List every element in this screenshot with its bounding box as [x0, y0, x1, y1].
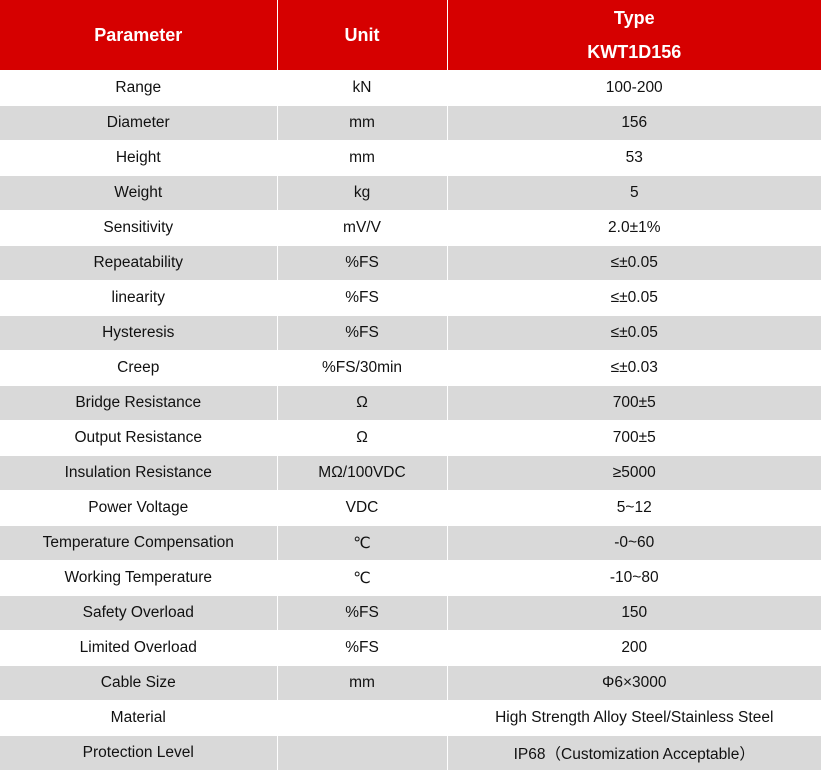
unit-cell: mV/V — [277, 211, 447, 246]
value-cell: ≥5000 — [447, 456, 821, 491]
table-row: Material High Strength Alloy Steel/Stainl… — [0, 701, 821, 736]
value-cell: ≤±0.03 — [447, 351, 821, 386]
value-cell: 200 — [447, 631, 821, 666]
header-row: Parameter Unit Type KWT1D156 — [0, 0, 821, 71]
parameter-cell: Safety Overload — [0, 596, 277, 631]
value-cell: 156 — [447, 106, 821, 141]
unit-cell: VDC — [277, 491, 447, 526]
header-parameter: Parameter — [0, 0, 277, 71]
parameter-cell: Material — [0, 701, 277, 736]
unit-cell: %FS/30min — [277, 351, 447, 386]
unit-cell: %FS — [277, 596, 447, 631]
value-cell: ≤±0.05 — [447, 281, 821, 316]
value-cell: -10~80 — [447, 561, 821, 596]
value-cell: 700±5 — [447, 421, 821, 456]
value-cell: 100-200 — [447, 71, 821, 106]
parameter-cell: Power Voltage — [0, 491, 277, 526]
unit-cell — [277, 701, 447, 736]
value-cell: ≤±0.05 — [447, 246, 821, 281]
parameter-cell: Repeatability — [0, 246, 277, 281]
unit-cell: ℃ — [277, 561, 447, 596]
parameter-cell: Limited Overload — [0, 631, 277, 666]
unit-cell: %FS — [277, 631, 447, 666]
value-cell: 150 — [447, 596, 821, 631]
unit-cell: Ω — [277, 421, 447, 456]
parameter-cell: Cable Size — [0, 666, 277, 701]
header-type: Type KWT1D156 — [447, 0, 821, 71]
unit-cell: Ω — [277, 386, 447, 421]
parameter-cell: Output Resistance — [0, 421, 277, 456]
parameter-cell: Hysteresis — [0, 316, 277, 351]
value-cell: 2.0±1% — [447, 211, 821, 246]
value-cell: High Strength Alloy Steel/Stainless Stee… — [447, 701, 821, 736]
parameter-cell: Insulation Resistance — [0, 456, 277, 491]
parameter-cell: Range — [0, 71, 277, 106]
parameter-cell: Protection Level — [0, 736, 277, 770]
unit-cell: %FS — [277, 246, 447, 281]
value-cell: 5 — [447, 176, 821, 211]
value-cell: IP68（Customization Acceptable） — [447, 736, 821, 770]
unit-cell: mm — [277, 106, 447, 141]
unit-cell — [277, 736, 447, 770]
header-type-label: Type — [448, 1, 821, 35]
value-cell: 700±5 — [447, 386, 821, 421]
table-row: Repeatability%FS≤±0.05 — [0, 246, 821, 281]
unit-cell: kg — [277, 176, 447, 211]
parameter-cell: Weight — [0, 176, 277, 211]
value-cell: Φ6×3000 — [447, 666, 821, 701]
unit-cell: mm — [277, 141, 447, 176]
parameter-cell: Height — [0, 141, 277, 176]
table-row: Protection Level IP68（Customization Accep… — [0, 736, 821, 770]
unit-cell: MΩ/100VDC — [277, 456, 447, 491]
table-row: Working Temperature℃-10~80 — [0, 561, 821, 596]
value-cell: ≤±0.05 — [447, 316, 821, 351]
table-row: Hysteresis%FS≤±0.05 — [0, 316, 821, 351]
table-row: linearity%FS≤±0.05 — [0, 281, 821, 316]
unit-cell: kN — [277, 71, 447, 106]
value-cell: -0~60 — [447, 526, 821, 561]
unit-cell: %FS — [277, 316, 447, 351]
header-unit: Unit — [277, 0, 447, 71]
unit-cell: ℃ — [277, 526, 447, 561]
table-header: Parameter Unit Type KWT1D156 — [0, 0, 821, 71]
parameter-cell: linearity — [0, 281, 277, 316]
parameter-cell: Working Temperature — [0, 561, 277, 596]
parameter-cell: Diameter — [0, 106, 277, 141]
table-row: Temperature Compensation℃-0~60 — [0, 526, 821, 561]
unit-cell: mm — [277, 666, 447, 701]
value-cell: 5~12 — [447, 491, 821, 526]
parameter-cell: Temperature Compensation — [0, 526, 277, 561]
unit-cell: %FS — [277, 281, 447, 316]
parameter-cell: Creep — [0, 351, 277, 386]
parameter-cell: Sensitivity — [0, 211, 277, 246]
header-type-model: KWT1D156 — [448, 35, 821, 69]
parameter-cell: Bridge Resistance — [0, 386, 277, 421]
table-row: Creep%FS/30min≤±0.03 — [0, 351, 821, 386]
value-cell: 53 — [447, 141, 821, 176]
